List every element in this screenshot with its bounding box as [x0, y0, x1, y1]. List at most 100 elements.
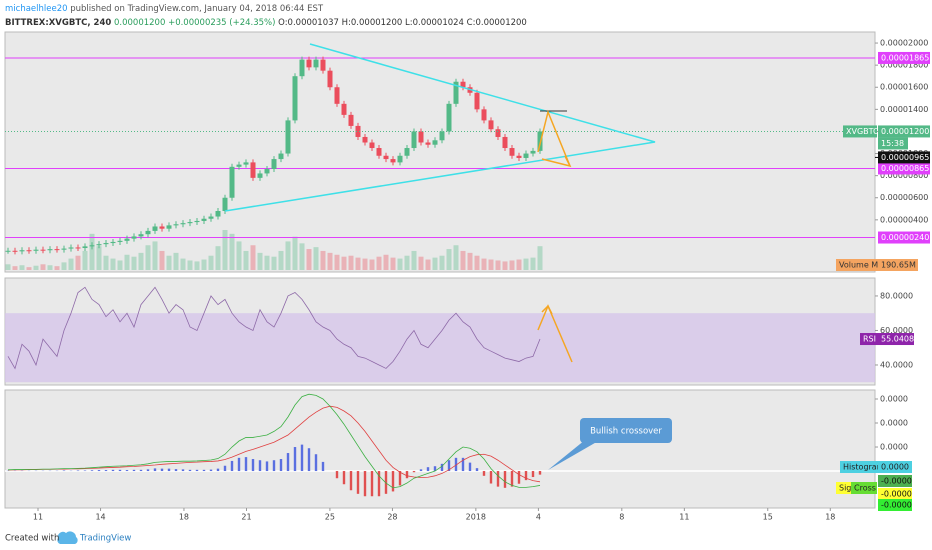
author[interactable]: michaelhlee20: [5, 4, 68, 14]
price-arrow: [537, 109, 571, 167]
rsi-arrow-head: [541, 304, 553, 315]
level-label-bg: [878, 231, 930, 244]
histogram-name: Histogram: [843, 463, 885, 472]
volume-bar: [236, 241, 242, 270]
candle: [432, 140, 438, 145]
candle: [103, 243, 109, 245]
candle: [40, 249, 46, 251]
candle: [453, 81, 459, 104]
volume-bar: [404, 255, 410, 270]
volume-bar: [19, 265, 25, 270]
candle: [26, 250, 32, 252]
volume-bar: [306, 249, 312, 270]
candle: [75, 247, 81, 249]
histogram-bar: [202, 469, 206, 472]
histogram-bar: [335, 471, 339, 479]
volume-bar: [110, 258, 116, 270]
candle: [292, 76, 298, 121]
x-tick-label: 15: [763, 513, 773, 522]
price-time: 15:38: [881, 139, 904, 148]
change: +0.00000235 (+24.35%): [168, 18, 275, 28]
volume-bar: [138, 252, 144, 270]
candle: [243, 162, 249, 165]
volume-bar: [124, 254, 130, 270]
volume-bar: [96, 246, 102, 270]
candle: [89, 245, 95, 247]
volume-bar: [502, 261, 508, 270]
macd-value-bg: [878, 475, 912, 487]
candle: [383, 155, 389, 160]
volume-bar: [117, 260, 123, 270]
candle: [33, 249, 39, 251]
chart-layer: 11 14 18 21 25 28 2018 4 8 11 15 18 0.00002000 0.0000…: [5, 39, 930, 522]
volume-bar: [439, 255, 445, 270]
histogram-value: 0.0000: [881, 463, 909, 472]
level-label-bg: [878, 162, 930, 175]
volume-bar: [152, 241, 158, 270]
rsi-name-bg: [860, 333, 878, 346]
candle: [12, 250, 18, 252]
histogram-value-bg: [878, 461, 912, 473]
macd-pane: [4, 389, 876, 509]
histogram-bar: [286, 453, 290, 472]
histogram-bar: [209, 469, 213, 472]
volume-bar: [481, 258, 487, 270]
volume-bar: [523, 258, 529, 270]
histogram-bar: [181, 469, 185, 472]
footer-brand[interactable]: TradingView: [79, 534, 131, 544]
level-label-bg: [878, 51, 930, 64]
candle: [334, 87, 340, 104]
histogram-bar: [300, 444, 304, 472]
histogram-bar: [153, 468, 157, 472]
candle: [390, 159, 396, 163]
histogram-bar: [349, 471, 353, 491]
volume-bar: [320, 250, 326, 270]
volume-bar: [5, 264, 11, 270]
candle: [201, 218, 207, 221]
volume-bar: [54, 266, 60, 270]
rsi-name: RSI: [863, 335, 876, 344]
candle: [257, 173, 263, 178]
histogram-bar: [384, 471, 388, 494]
price-tag-name-bg: [843, 125, 877, 138]
macd-value: -0.0000: [881, 477, 912, 486]
volume-bar: [194, 261, 200, 270]
y-tick-label: 0.00001600: [880, 83, 928, 92]
candle: [117, 240, 123, 242]
histogram-bar: [132, 469, 136, 472]
volume-bar: [334, 254, 340, 270]
histogram-bar: [258, 460, 262, 472]
histogram-bar: [195, 469, 199, 472]
callout-pointer: [548, 440, 600, 470]
histogram-bar: [398, 471, 402, 486]
histogram-bar: [440, 463, 444, 472]
volume-bar: [215, 246, 221, 270]
level-label: 0.00000240: [881, 233, 929, 242]
close: C:0.00001200: [467, 18, 527, 28]
volume-bar: [257, 252, 263, 270]
histogram-bar: [174, 469, 178, 472]
histogram-bar: [454, 457, 458, 472]
header-line: michaelhlee20 published on TradingView.c…: [5, 4, 324, 14]
prev-tag: 0.00000965: [881, 153, 929, 162]
volume-bar: [166, 255, 172, 270]
level-label: 0.00000865: [881, 164, 929, 173]
histogram-bar: [293, 447, 297, 472]
volume-bar: [68, 258, 74, 270]
volume-bar: [285, 241, 291, 270]
logo-icon: [57, 531, 78, 544]
x-tick-label: 21: [241, 513, 251, 522]
candle: [222, 197, 228, 212]
high: H:0.00001200: [342, 18, 403, 28]
cross-value-bg: [878, 499, 912, 511]
histogram-bar: [531, 471, 535, 478]
candle: [61, 248, 67, 250]
histogram-bar: [426, 467, 430, 472]
price-time-bg: [878, 137, 908, 150]
cross-name-bg: [851, 482, 877, 494]
histogram-bar: [279, 459, 283, 472]
volume-bar: [425, 259, 431, 270]
volume-bar: [145, 245, 151, 270]
histogram-bar: [475, 468, 479, 472]
volume-bar: [75, 255, 81, 270]
